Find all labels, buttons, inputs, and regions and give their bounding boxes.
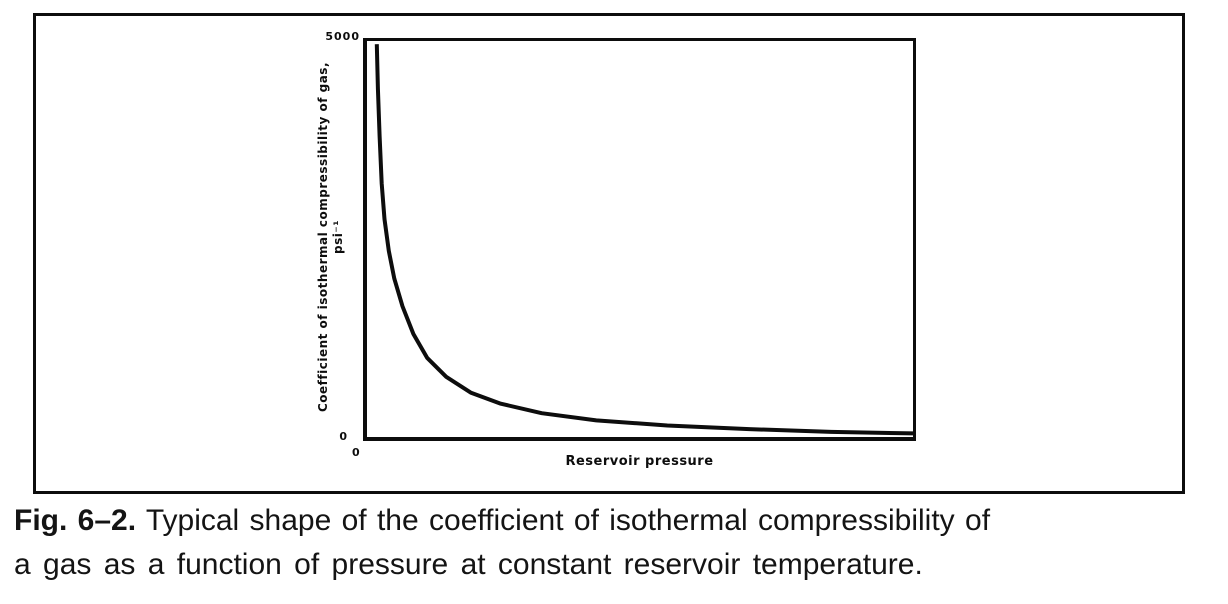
compressibility-curve	[374, 44, 913, 436]
plot-area	[363, 38, 916, 441]
y-tick-0: 0	[339, 430, 348, 443]
y-axis-title-unit: psi⁻¹	[331, 220, 345, 254]
y-tick-5000: 5000	[325, 30, 360, 43]
figure-caption: Fig. 6–2. Typical shape of the coefficie…	[14, 499, 1204, 587]
y-axis-title-line1: Coefficient of isothermal compressibilit…	[316, 61, 330, 413]
figure-border: Coefficient of isothermal compressibilit…	[33, 13, 1185, 494]
caption-line2: a gas as a function of pressure at const…	[14, 548, 923, 581]
y-axis-title: Coefficient of isothermal compressibilit…	[316, 27, 346, 447]
caption-line1: Typical shape of the coefficient of isot…	[145, 504, 991, 537]
x-tick-0: 0	[352, 446, 360, 459]
x-axis-title: Reservoir pressure	[565, 454, 714, 469]
figure-number: Fig. 6–2.	[14, 504, 137, 537]
